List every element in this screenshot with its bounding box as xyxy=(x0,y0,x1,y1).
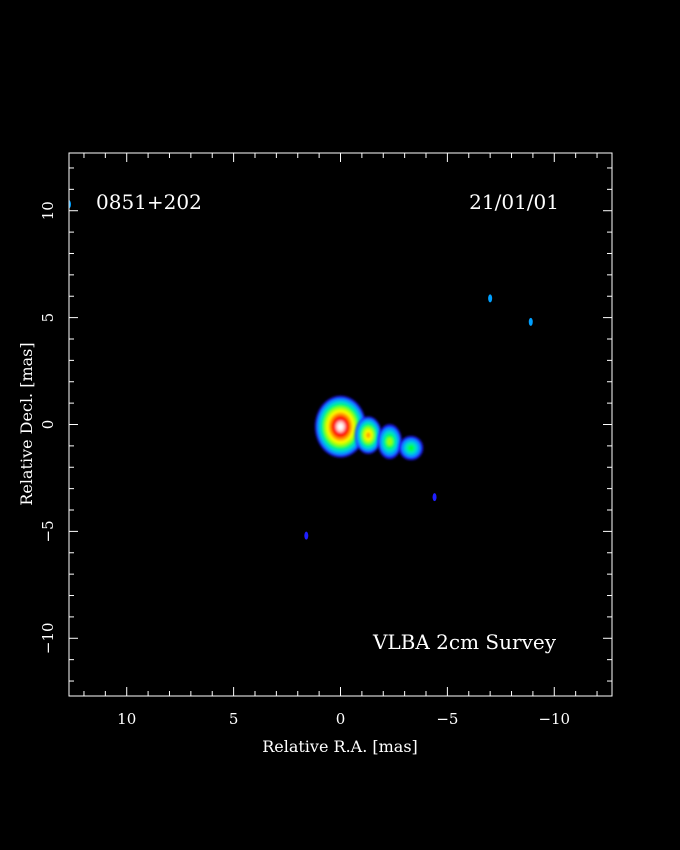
intensity-map xyxy=(69,200,533,540)
noise-spot xyxy=(488,294,493,303)
component-core xyxy=(315,395,366,458)
component-jet-middle xyxy=(377,424,402,459)
x-axis-label: Relative R.A. [mas] xyxy=(262,737,418,756)
y-tick-label: −10 xyxy=(39,622,57,654)
x-tick-labels: 10 5 0 −5 −10 xyxy=(117,710,570,728)
y-tick-label: 5 xyxy=(39,313,57,323)
x-tick-label: 5 xyxy=(229,710,239,728)
contour-level xyxy=(366,432,371,439)
epoch-date-label: 21/01/01 xyxy=(469,190,559,214)
y-axis-label: Relative Decl. [mas] xyxy=(17,342,36,505)
noise-spot xyxy=(432,493,437,502)
y-tick-label: −5 xyxy=(39,520,57,542)
component-jet-inner xyxy=(354,416,382,454)
survey-label: VLBA 2cm Survey xyxy=(372,630,557,654)
noise-spot xyxy=(304,531,309,540)
x-tick-label: 10 xyxy=(117,710,136,728)
y-tick-label: 0 xyxy=(39,420,57,430)
y-tick-labels: 10 5 0 −5 −10 xyxy=(39,201,57,654)
component-jet-outer xyxy=(399,435,424,461)
x-tick-label: −10 xyxy=(538,710,570,728)
noise-spot xyxy=(528,317,533,326)
contour-level xyxy=(407,444,415,452)
x-tick-label: −5 xyxy=(436,710,458,728)
x-tick-label: 0 xyxy=(336,710,346,728)
contour-level xyxy=(337,423,344,430)
y-tick-label: 10 xyxy=(39,201,57,220)
axis-ticks xyxy=(69,153,612,696)
source-name-label: 0851+202 xyxy=(96,190,202,214)
contour-level xyxy=(386,437,393,446)
